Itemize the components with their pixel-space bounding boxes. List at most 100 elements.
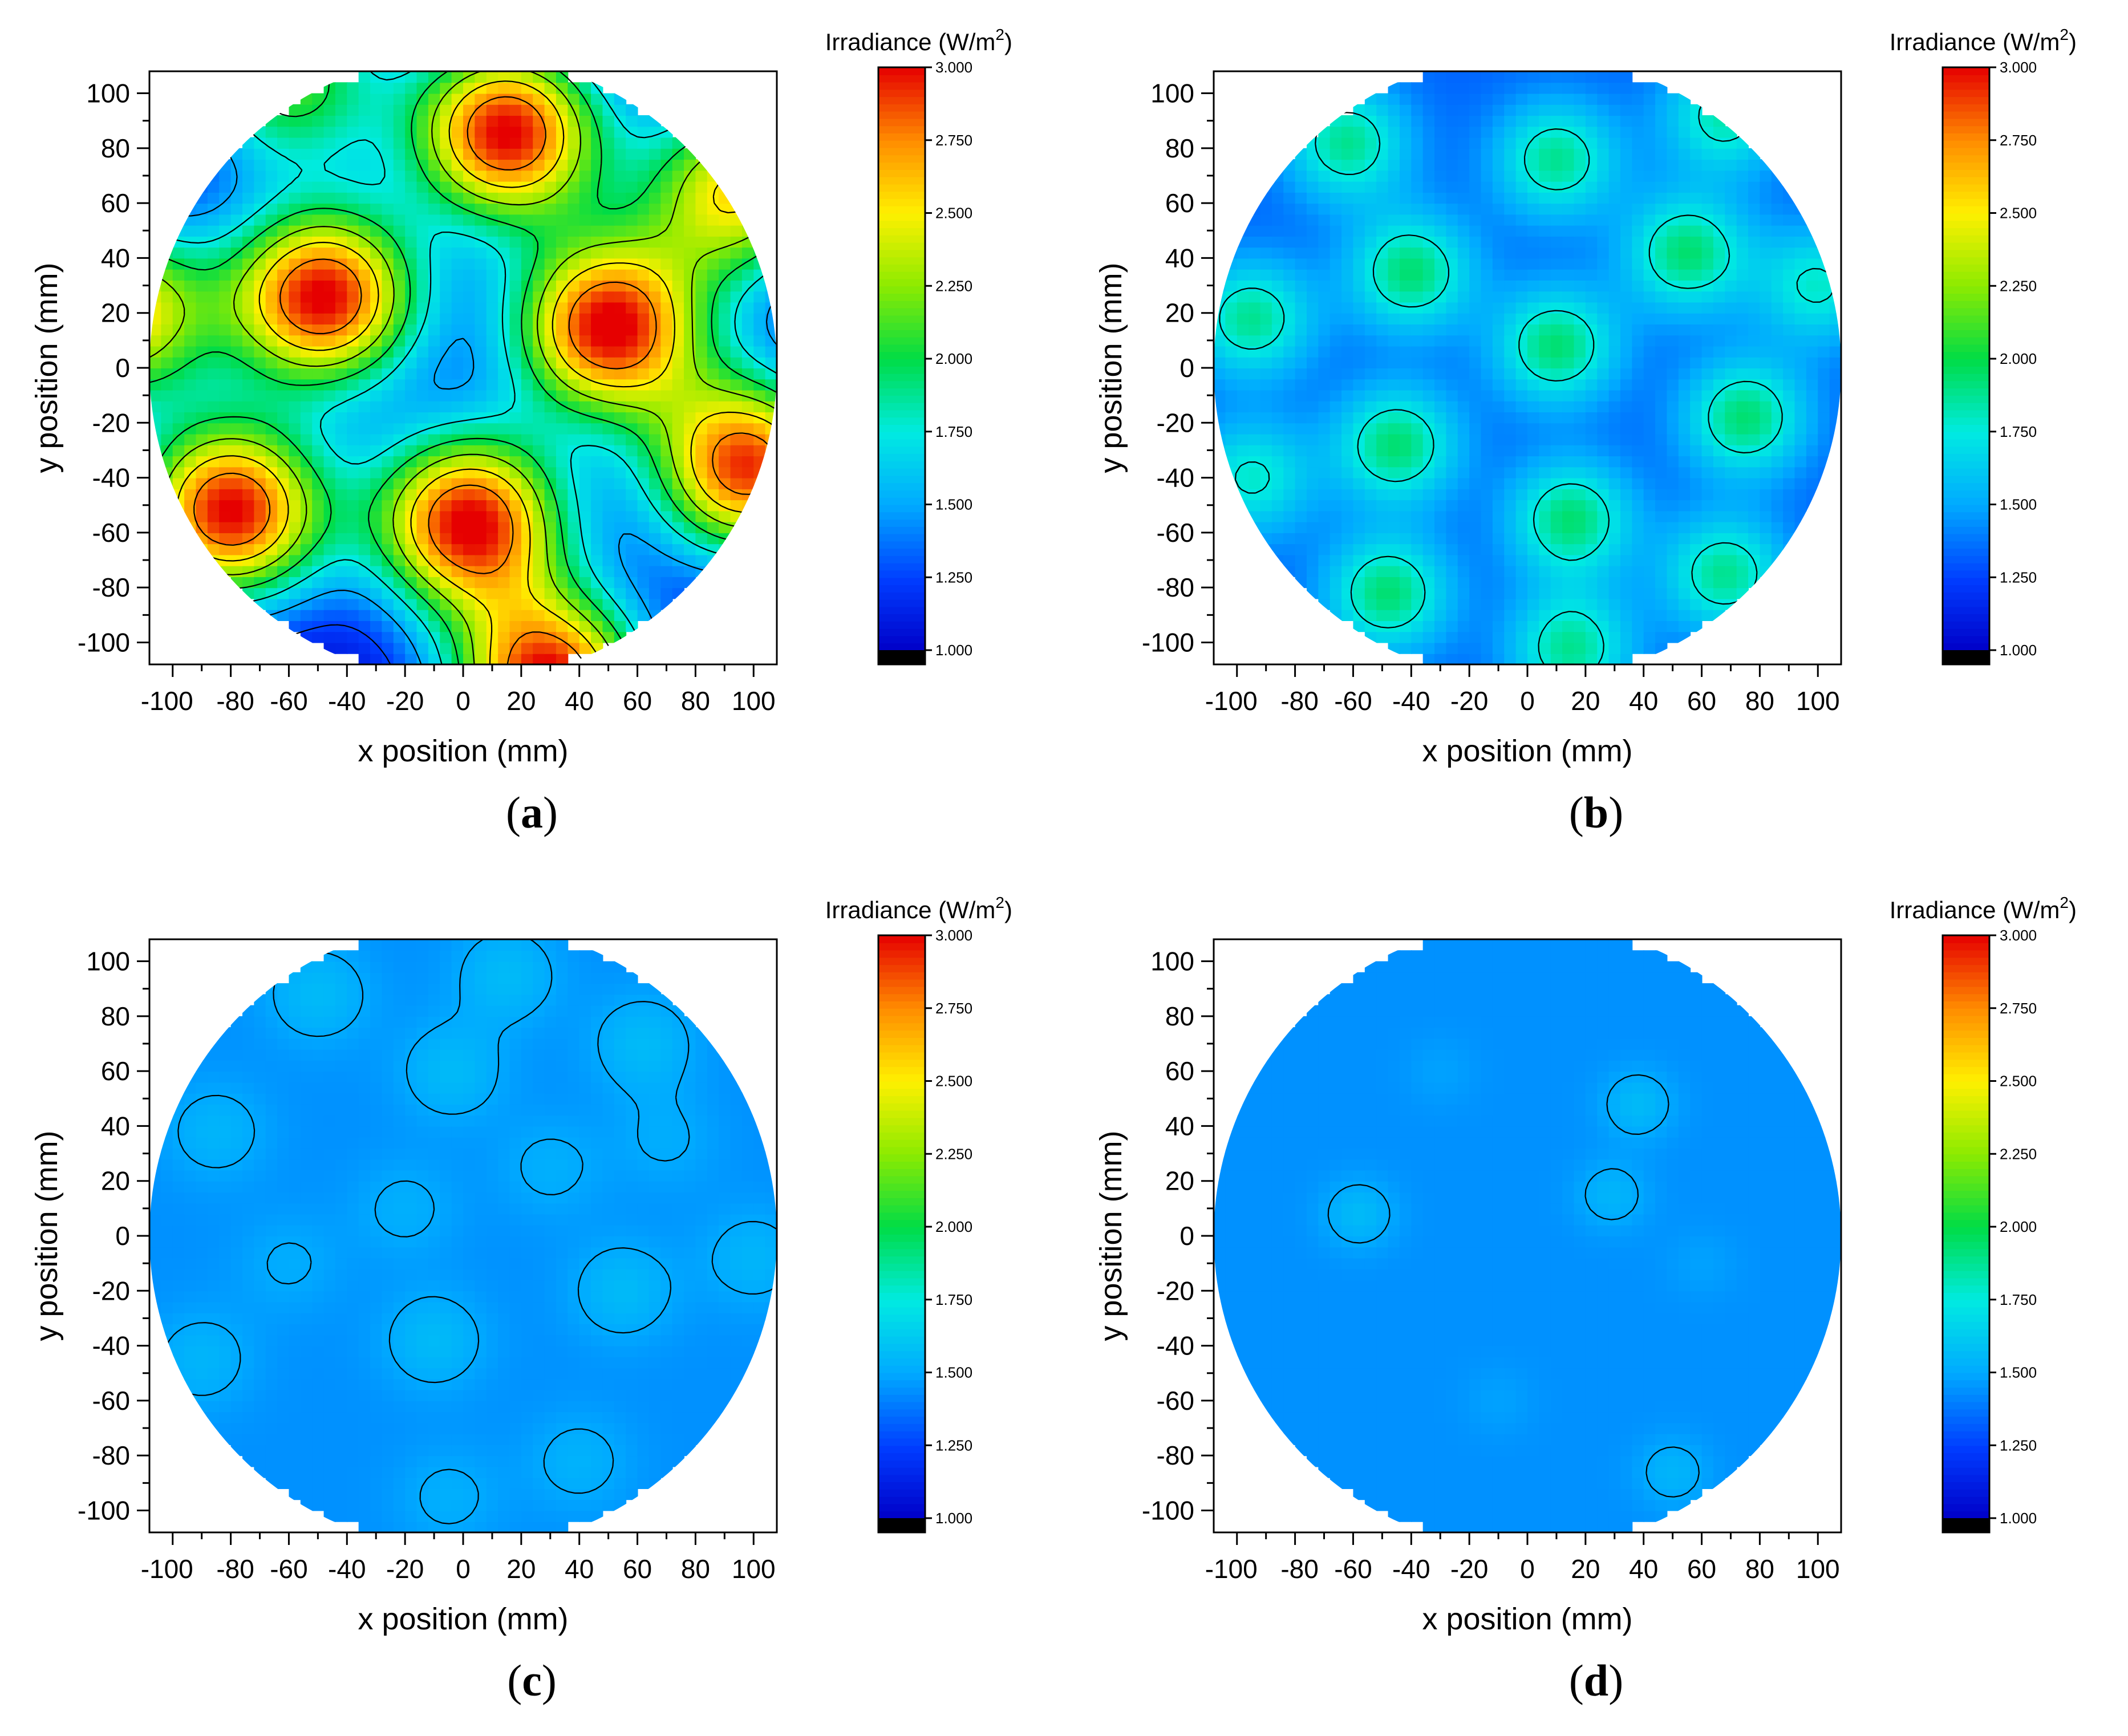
heatmap-cell [1725, 291, 1737, 303]
heatmap-cell [1515, 115, 1528, 127]
heatmap-cell [1771, 412, 1784, 424]
heatmap-cell [1748, 356, 1761, 368]
heatmap-cell [1806, 225, 1819, 237]
heatmap-cell [242, 400, 255, 413]
heatmap-cell [1469, 477, 1482, 489]
heatmap-cell [1214, 456, 1226, 468]
heatmap-cell [265, 576, 278, 589]
heatmap-cell [579, 346, 592, 358]
heatmap-cell [1492, 653, 1505, 665]
heatmap-cell [486, 609, 499, 621]
heatmap-cell [300, 444, 313, 457]
heatmap-cell [149, 390, 162, 401]
heatmap-cell [358, 521, 371, 533]
heatmap-cell [1562, 115, 1575, 127]
heatmap-cell [1539, 543, 1551, 555]
heatmap-cell [1388, 642, 1400, 654]
heatmap-cell [312, 291, 325, 303]
heatmap-cell [207, 521, 220, 533]
heatmap-cell [556, 126, 569, 138]
heatmap-cell [1388, 247, 1400, 259]
heatmap-cell [277, 433, 290, 445]
heatmap-cell [1701, 444, 1714, 457]
heatmap-cell [1690, 368, 1703, 380]
heatmap-cell [1550, 467, 1563, 478]
heatmap-cell [312, 521, 325, 533]
heatmap-cell [1574, 400, 1586, 413]
heatmap-cell [544, 247, 557, 259]
heatmap-cell [416, 653, 429, 665]
heatmap-cell [451, 620, 464, 632]
heatmap-cell [358, 620, 371, 632]
heatmap-cell [660, 379, 673, 391]
heatmap-cell [347, 642, 359, 654]
heatmap-cell [1260, 225, 1272, 237]
heatmap-cell [544, 170, 557, 182]
heatmap-cell [1330, 346, 1343, 358]
heatmap-cell [451, 104, 464, 116]
heatmap-cell [614, 137, 627, 149]
heatmap-cell [614, 444, 627, 457]
heatmap-cell [1271, 400, 1284, 413]
heatmap-cell [614, 302, 627, 314]
heatmap-cell [544, 532, 557, 545]
heatmap-cell [172, 433, 185, 445]
heatmap-cell [1364, 236, 1377, 248]
heatmap-cell [1550, 203, 1563, 215]
heatmap-cell [1295, 423, 1307, 435]
heatmap-cell [230, 214, 243, 226]
heatmap-cell [1690, 609, 1703, 621]
heatmap-cell [335, 609, 348, 621]
heatmap-cell [1446, 543, 1458, 555]
heatmap-cell [591, 477, 603, 489]
heatmap-cell [1701, 576, 1714, 589]
heatmap-cell [1260, 214, 1272, 226]
heatmap-cell [660, 400, 673, 413]
heatmap-cell [486, 71, 499, 83]
heatmap-cell [347, 159, 359, 171]
heatmap-cell [184, 279, 197, 292]
heatmap-cell [1318, 291, 1331, 303]
heatmap-cell [207, 543, 220, 555]
heatmap-cell [1725, 203, 1737, 215]
heatmap-cell [1422, 148, 1436, 160]
heatmap-cell [579, 620, 592, 632]
heatmap-cell [626, 225, 638, 237]
heatmap-cell [1713, 203, 1726, 215]
heatmap-cell [1562, 500, 1575, 512]
heatmap-cell [614, 423, 627, 435]
heatmap-cell [1794, 291, 1807, 303]
heatmap-cell [463, 104, 476, 116]
heatmap-cell [1527, 170, 1540, 182]
heatmap-cell [440, 488, 452, 501]
heatmap-cell [1771, 433, 1784, 445]
heatmap-cell [579, 521, 592, 533]
heatmap-cell [1608, 368, 1621, 380]
heatmap-cell [1562, 412, 1575, 424]
heatmap-cell [1318, 313, 1331, 325]
heatmap-cell [1632, 510, 1644, 522]
heatmap-cell [1678, 532, 1691, 545]
heatmap-cell [1736, 137, 1749, 149]
heatmap-cell [707, 225, 720, 237]
heatmap-cell [672, 192, 685, 204]
heatmap-cell [544, 269, 557, 281]
heatmap-cell [1748, 477, 1761, 489]
heatmap-cell [312, 500, 325, 512]
heatmap-cell [207, 279, 220, 292]
heatmap-cell [637, 126, 650, 138]
heatmap-cell [1341, 181, 1354, 193]
heatmap-cell [1655, 565, 1668, 577]
heatmap-cell [1620, 356, 1633, 368]
heatmap-cell [1748, 500, 1761, 512]
heatmap-cell [637, 323, 650, 336]
heatmap-cell [1562, 203, 1575, 215]
heatmap-cell [393, 148, 406, 160]
heatmap-cell [1620, 323, 1633, 336]
heatmap-cell [509, 477, 522, 489]
heatmap-cell [440, 477, 452, 489]
heatmap-cell [1748, 170, 1761, 182]
heatmap-cell [289, 115, 301, 127]
heatmap-cell [1330, 203, 1343, 215]
heatmap-cell [1620, 510, 1633, 522]
